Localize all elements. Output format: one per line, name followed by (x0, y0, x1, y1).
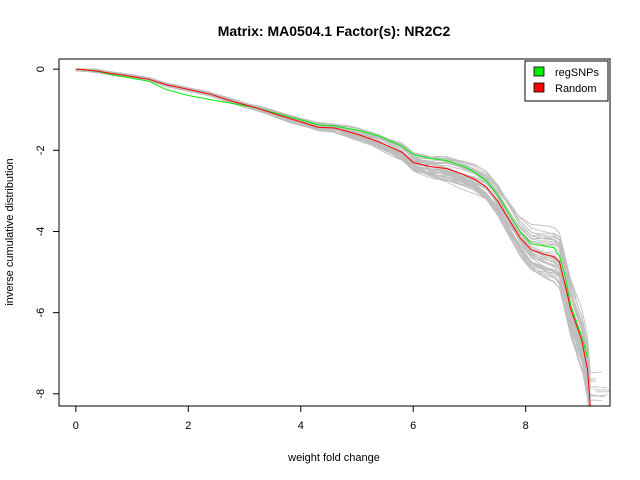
background-sample-lines (75, 68, 610, 406)
series-line-random (75, 68, 591, 406)
y-tick-label: -8 (35, 389, 47, 399)
legend-label-random: Random (555, 83, 597, 95)
x-tick-label: 4 (298, 420, 304, 432)
legend: regSNPs Random (524, 60, 609, 102)
background-sample-line (75, 70, 574, 299)
y-tick-label: -4 (35, 227, 47, 237)
x-tick-label: 8 (523, 420, 529, 432)
background-sample-line (75, 68, 577, 299)
legend-label-regsnps: regSNPs (555, 67, 600, 79)
plot-frame (58, 58, 611, 407)
series-lines (75, 68, 591, 406)
legend-swatch-regsnps (533, 66, 545, 77)
background-sample-line (75, 69, 577, 299)
background-sample-line (75, 68, 591, 406)
legend-swatch-random (533, 82, 545, 93)
y-tick-label: -2 (35, 145, 47, 155)
x-axis-label: weight fold change (287, 452, 380, 464)
x-tick-label: 2 (185, 420, 191, 432)
y-tick-label: 0 (35, 66, 47, 72)
background-sample-line (75, 70, 580, 348)
series-line-regsnps (75, 68, 588, 358)
y-axis: 0 -2 -4 -6 -8 (35, 66, 59, 399)
chart-title: Matrix: MA0504.1 Factor(s): NR2C2 (218, 23, 451, 39)
background-sample-line (75, 70, 588, 354)
y-tick-label: -6 (35, 308, 47, 318)
x-tick-label: 6 (410, 420, 416, 432)
background-sample-line (75, 68, 588, 388)
x-tick-label: 0 (73, 420, 79, 432)
background-sample-line (75, 68, 597, 381)
x-axis: 0 2 4 6 8 (73, 406, 529, 432)
background-sample-line (75, 69, 602, 374)
y-axis-label: inverse cumulative distribution (4, 158, 16, 305)
